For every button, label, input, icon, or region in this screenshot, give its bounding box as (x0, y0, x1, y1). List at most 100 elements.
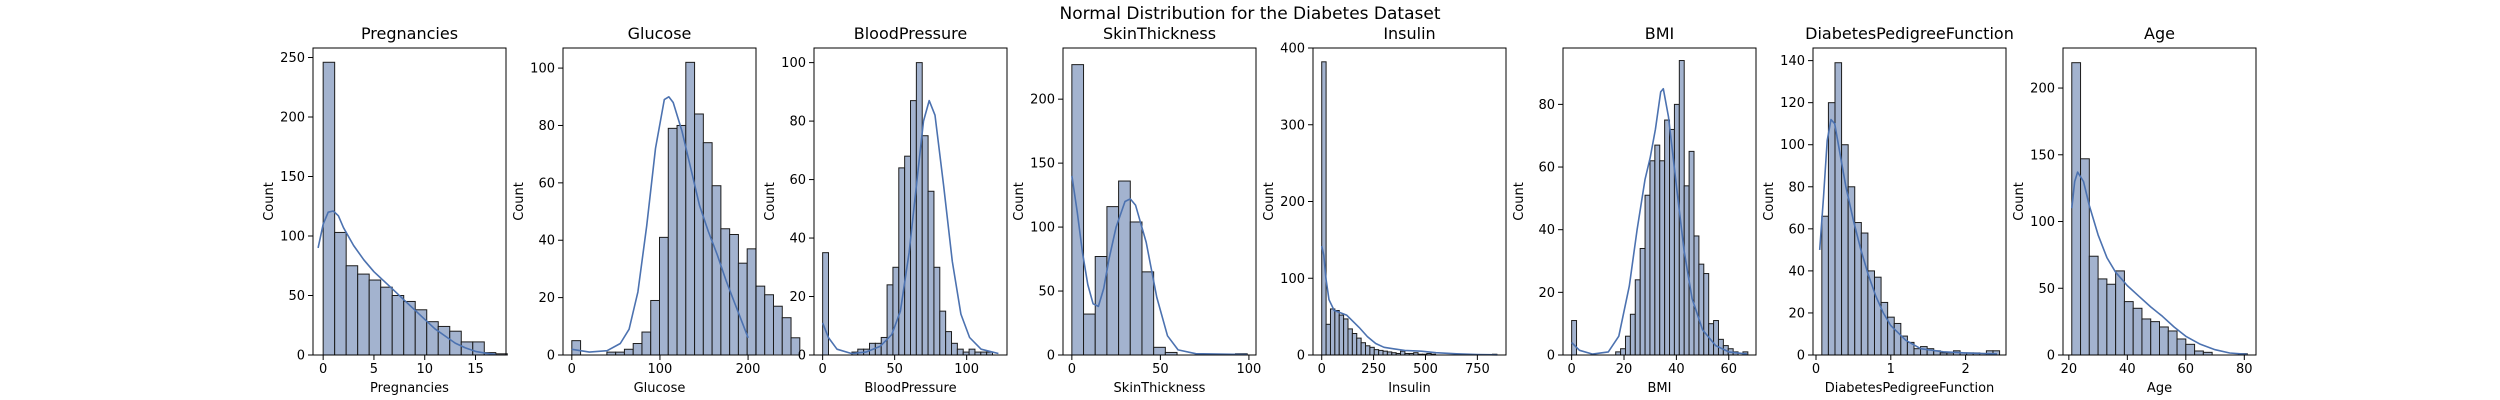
histogram-bar (685, 61, 696, 356)
y-axis-label: Count (2012, 182, 2027, 221)
y-tick-label: 50 (1038, 285, 1055, 300)
x-tick-label: 60 (1720, 362, 1737, 377)
histogram-bar (650, 299, 660, 356)
histogram-bar (2115, 270, 2125, 356)
x-axis-label: Glucose (634, 381, 686, 396)
histogram-bar (702, 142, 713, 356)
y-tick-label: 250 (280, 51, 305, 66)
y-axis-label: Count (763, 182, 778, 221)
x-tick-label: 10 (416, 362, 433, 377)
x-axis-label: Pregnancies (370, 381, 449, 396)
x-tick-label: 40 (1668, 362, 1685, 377)
histogram-bar (391, 295, 405, 356)
histogram-bar (1634, 279, 1641, 356)
y-tick-label: 60 (1538, 161, 1555, 176)
y-tick-label: 80 (789, 115, 806, 130)
histogram-bar (380, 286, 393, 356)
axes-frame (1562, 47, 1757, 356)
x-tick-label: 60 (2178, 362, 2195, 377)
axes-frame (813, 47, 1008, 356)
y-tick-label: 20 (789, 290, 806, 305)
subplot-5: 0 250 500 750 0 100 200 300 400 Insulin Insulin Cou… (1262, 24, 1507, 396)
histogram-bar (1351, 333, 1358, 356)
x-tick-label: 20 (1616, 362, 1633, 377)
subplot-4: 0 50 100 0 50 100 150 200 SkinThickness SkinThick… (1012, 24, 1261, 396)
histogram-bar (1873, 276, 1882, 356)
y-tick-label: 50 (288, 289, 305, 304)
x-tick-label: 0 (319, 362, 327, 377)
axes-frame (1812, 47, 2007, 356)
x-tick-label: 100 (954, 362, 979, 377)
histogram-bar (898, 167, 906, 356)
subplot-1: 0 5 10 15050100150200250PregnanciesPregnanc… (262, 24, 508, 396)
kde-line (821, 99, 999, 355)
histogram-bar (2167, 330, 2178, 356)
y-tick-label: 100 (530, 62, 555, 77)
x-tick-label: 20 (2061, 362, 2078, 377)
y-tick-label: 200 (2030, 82, 2055, 97)
y-tick-label: 200 (1030, 93, 1055, 108)
histogram-bar (368, 279, 382, 356)
x-tick-label: 0 (1318, 362, 1326, 377)
kde-line (1571, 87, 1748, 355)
histogram-bar (755, 285, 766, 356)
histogram-bar (2176, 338, 2187, 356)
histogram-bar (1571, 320, 1578, 356)
histogram-bar (1106, 206, 1120, 356)
kde-line (571, 96, 749, 353)
y-tick-label: 40 (538, 234, 555, 249)
x-axis-label: Insulin (1388, 381, 1431, 396)
histogram-bar (1118, 180, 1131, 356)
histogram-bar (720, 228, 731, 356)
x-tick-label: 0 (1068, 362, 1076, 377)
y-tick-label: 100 (2030, 215, 2055, 230)
axes-frame (1062, 47, 1257, 356)
histogram-bar (1334, 309, 1340, 356)
subplot-7: 0 1 2020406080100120140DiabetesPedigreeFun… (1762, 24, 2014, 396)
histogram-bar (334, 231, 347, 356)
histogram-bar (1893, 322, 1902, 356)
x-axis-label: Age (2147, 381, 2172, 396)
y-tick-label: 120 (1780, 96, 1805, 111)
y-tick-label: 150 (280, 170, 305, 185)
histogram-bar (1673, 103, 1680, 356)
histogram-bar (1920, 346, 1928, 356)
x-tick-label: 50 (1152, 362, 1169, 377)
subplot-3: 0 50 100 0 20 40 60 80 100 BloodPressure BloodPres… (763, 24, 1008, 396)
y-tick-label: 100 (280, 230, 305, 245)
subplot-title: Age (2144, 24, 2175, 43)
histogram-bar (1834, 62, 1843, 356)
y-tick-label: 140 (1780, 54, 1805, 69)
histogram-bar (2150, 321, 2161, 356)
y-tick-label: 40 (789, 232, 806, 247)
subplot-title: DiabetesPedigreeFunction (1805, 24, 2014, 43)
histogram-bar (345, 265, 359, 356)
subplot-title: Pregnancies (361, 24, 458, 43)
y-tick-label: 40 (1538, 223, 1555, 238)
histogram-bar (1141, 271, 1155, 356)
x-tick-label: 0 (1568, 362, 1576, 377)
histogram-bar (1913, 348, 1922, 356)
histogram-bar (1153, 346, 1166, 356)
histogram-bar (1321, 61, 1327, 356)
histogram-bar (2141, 318, 2152, 356)
kde-line (1071, 175, 1248, 356)
kde-line (1320, 245, 1498, 356)
kde-line (317, 210, 496, 356)
y-axis-label: Count (262, 182, 277, 221)
histogram-bar (1688, 150, 1695, 356)
x-tick-label: 1 (1887, 362, 1895, 377)
y-axis-label: Count (1512, 182, 1527, 221)
histogram-bar (1338, 314, 1345, 356)
subplot-title: Glucose (628, 24, 692, 43)
histogram-bar (2088, 255, 2099, 356)
histogram-bar (933, 266, 941, 356)
y-tick-label: 0 (297, 349, 305, 364)
histogram-bar (921, 135, 929, 356)
histogram-bar (2194, 350, 2204, 356)
histogram-bar (1698, 263, 1705, 356)
y-tick-label: 0 (547, 349, 555, 364)
subplot-8: 20 40 60 80 0 50 100 150 200 Age Age Count (2012, 24, 2257, 396)
x-axis-label: BloodPressure (864, 381, 956, 396)
y-tick-label: 60 (538, 176, 555, 191)
